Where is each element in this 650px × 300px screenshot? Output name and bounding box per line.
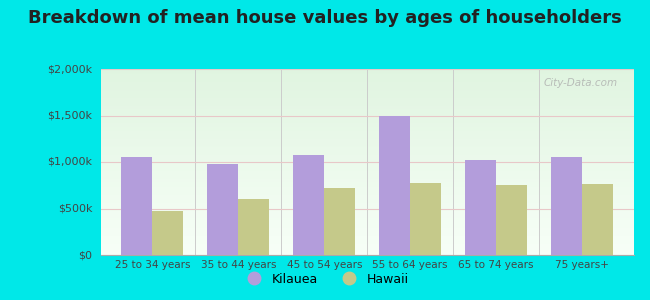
Bar [239,199,269,255]
Bar [293,155,324,255]
Bar [122,157,152,255]
Text: $1,000k: $1,000k [47,157,92,167]
Text: Breakdown of mean house values by ages of householders: Breakdown of mean house values by ages o… [28,9,622,27]
Text: $0: $0 [79,250,92,260]
Bar [380,116,410,255]
Bar [551,157,582,255]
Text: City-Data.com: City-Data.com [543,78,618,88]
Legend: Kilauea, Hawaii: Kilauea, Hawaii [237,268,413,291]
Text: $2,000k: $2,000k [47,64,92,74]
Text: $500k: $500k [58,203,92,214]
Text: $1,500k: $1,500k [47,110,92,121]
Bar [207,164,239,255]
Bar [324,188,355,255]
Bar [496,185,527,255]
Bar [582,184,613,255]
Bar [465,160,496,255]
Bar [152,211,183,255]
Bar [410,183,441,255]
